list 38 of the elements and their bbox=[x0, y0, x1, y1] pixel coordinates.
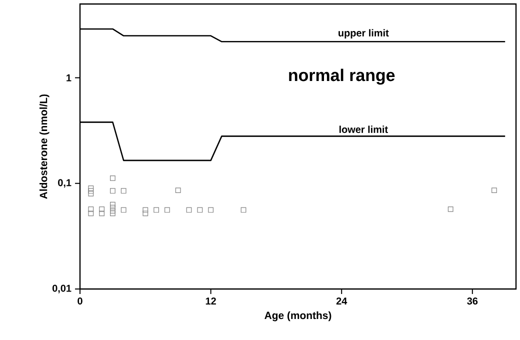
point bbox=[110, 188, 116, 194]
point bbox=[448, 206, 454, 212]
y-tick-label: 1 bbox=[66, 74, 72, 82]
x-tick-label: 12 bbox=[206, 298, 216, 304]
point bbox=[110, 210, 116, 216]
point bbox=[154, 207, 159, 213]
series-label: upper limit bbox=[338, 29, 389, 38]
point bbox=[142, 207, 148, 213]
point bbox=[110, 176, 116, 181]
annotation: normal range bbox=[289, 68, 395, 85]
point bbox=[88, 188, 94, 194]
x-tick-label: 0 bbox=[78, 298, 82, 305]
point bbox=[110, 204, 116, 210]
point bbox=[88, 206, 94, 212]
x-axis-title: Age (months) bbox=[264, 311, 332, 322]
y-tick-label: 0,1 bbox=[58, 179, 72, 188]
point bbox=[110, 208, 116, 214]
x-tick-label: 24 bbox=[336, 298, 348, 304]
point bbox=[240, 207, 246, 213]
point bbox=[88, 210, 94, 216]
point bbox=[492, 188, 497, 194]
point bbox=[99, 210, 104, 216]
point bbox=[197, 207, 203, 213]
point bbox=[186, 207, 192, 213]
point bbox=[208, 207, 214, 213]
series-label: lower limit bbox=[339, 126, 388, 133]
point bbox=[110, 202, 116, 208]
y-axis-title: Aldosterone (nmol/L) bbox=[40, 94, 50, 199]
point bbox=[88, 190, 94, 196]
point bbox=[120, 188, 126, 194]
point bbox=[175, 188, 181, 194]
point bbox=[164, 207, 170, 213]
point bbox=[99, 206, 104, 212]
x-tick-label: 36 bbox=[467, 298, 478, 305]
y-tick-label: 0,01 bbox=[52, 284, 72, 294]
point bbox=[120, 207, 126, 213]
point bbox=[142, 210, 148, 216]
point bbox=[88, 186, 94, 191]
